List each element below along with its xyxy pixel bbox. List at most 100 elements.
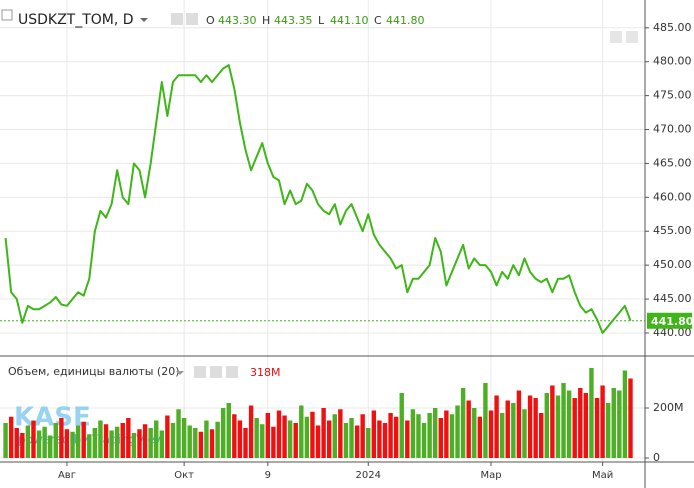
volume-bar [103,424,109,458]
volume-bar [377,420,382,458]
volume-bar [516,390,522,458]
volume-bar [550,385,555,458]
volume-bar [371,410,377,458]
volume-bar [533,398,538,458]
volume-bar [349,418,354,458]
volume-bar [120,423,125,458]
volume-bar [583,393,589,458]
volume-bar [215,421,220,458]
volume-bar [70,431,75,458]
volume-bar [421,423,427,458]
volume-bar [605,403,611,458]
volume-bar [87,434,92,458]
volume-bar [622,370,628,458]
ohlc-value: 441.80 [386,14,425,27]
volume-bar [315,425,321,458]
volume-bar [505,400,510,458]
volume-bar [148,428,153,458]
volume-bar [416,414,421,458]
volume-bar [572,398,577,458]
volume-bar [466,400,471,458]
y-tick-label: 480.00 [653,55,692,68]
volume-bar [92,428,98,458]
volume-bar [438,418,443,458]
volume-bar [59,418,64,458]
volume-bar [527,395,533,458]
volume-bar [226,403,231,458]
volume-bar [287,420,293,458]
volume-bar [53,423,58,458]
y-tick-label: 450.00 [653,258,692,271]
volume-bar [36,430,42,458]
volume-bar [628,378,633,458]
dropdown-arrow[interactable] [176,371,184,375]
volume-bar [343,423,349,458]
volume-bar [204,420,209,458]
volume-bar [42,426,47,458]
volume-bar [254,418,259,458]
volume-bar [243,428,248,458]
volume-bar [265,413,271,458]
y-tick-label: 455.00 [653,224,692,237]
volume-bar [276,410,282,458]
volume-bar [399,393,404,458]
ohlc-value: 443.35 [274,14,313,27]
volume-bar [260,424,265,458]
volume-bar [449,414,455,458]
volume-bar [494,395,499,458]
legend-icon[interactable] [1,9,13,21]
volume-bar [209,429,215,458]
volume-bar [109,430,114,458]
volume-bar [75,425,81,458]
volume-bar [499,413,505,458]
x-tick-label: Окт [174,470,194,481]
x-tick-label: 9 [265,470,271,481]
volume-bar [220,408,226,458]
volume-bar [388,413,393,458]
volume-bar [360,414,365,458]
chart-title: USDKZT_TOM, D [18,12,134,28]
ohlc-name: H [262,14,270,27]
volume-bar [393,416,399,458]
volume-bar [382,423,388,458]
volume-bar [488,410,494,458]
remove-button[interactable] [226,366,238,378]
volume-bar [25,425,31,458]
volume-bar [64,429,70,458]
volume-legend: Объем, единицы валюты (20) 318M [8,365,281,379]
volume-bar [472,408,477,458]
volume-bar [114,426,120,458]
scale-button[interactable] [610,31,622,43]
scale-button[interactable] [626,31,638,43]
y-tick-label: 485.00 [653,21,692,34]
y-tick-label: 445.00 [653,292,692,305]
dropdown-arrow[interactable] [140,18,148,22]
volume-bar [198,431,204,458]
volume-bar [48,435,53,458]
volume-bar [181,418,187,458]
volume-bar [460,388,466,458]
volume-bar [310,411,315,458]
visibility-button[interactable] [171,13,183,25]
volume-title: Объем, единицы валюты (20) [8,365,180,378]
volume-bar [187,425,192,458]
volume-bar [3,423,8,458]
volume-bar [165,415,170,458]
settings-button[interactable] [186,13,198,25]
ohlc-name: C [374,14,382,27]
volume-bar [611,388,616,458]
y-tick-label: 0 [653,451,660,464]
volume-bar [131,433,137,458]
volume-bar [477,416,483,458]
ohlc-name: L [318,14,325,27]
y-tick-label: 200M [653,401,684,414]
settings-button[interactable] [210,366,222,378]
volume-bar [232,414,237,458]
volume-bar [271,426,276,458]
volume-bar [444,410,449,458]
x-tick-label: 2024 [356,470,381,481]
visibility-button[interactable] [194,366,206,378]
volume-bar [544,393,549,458]
